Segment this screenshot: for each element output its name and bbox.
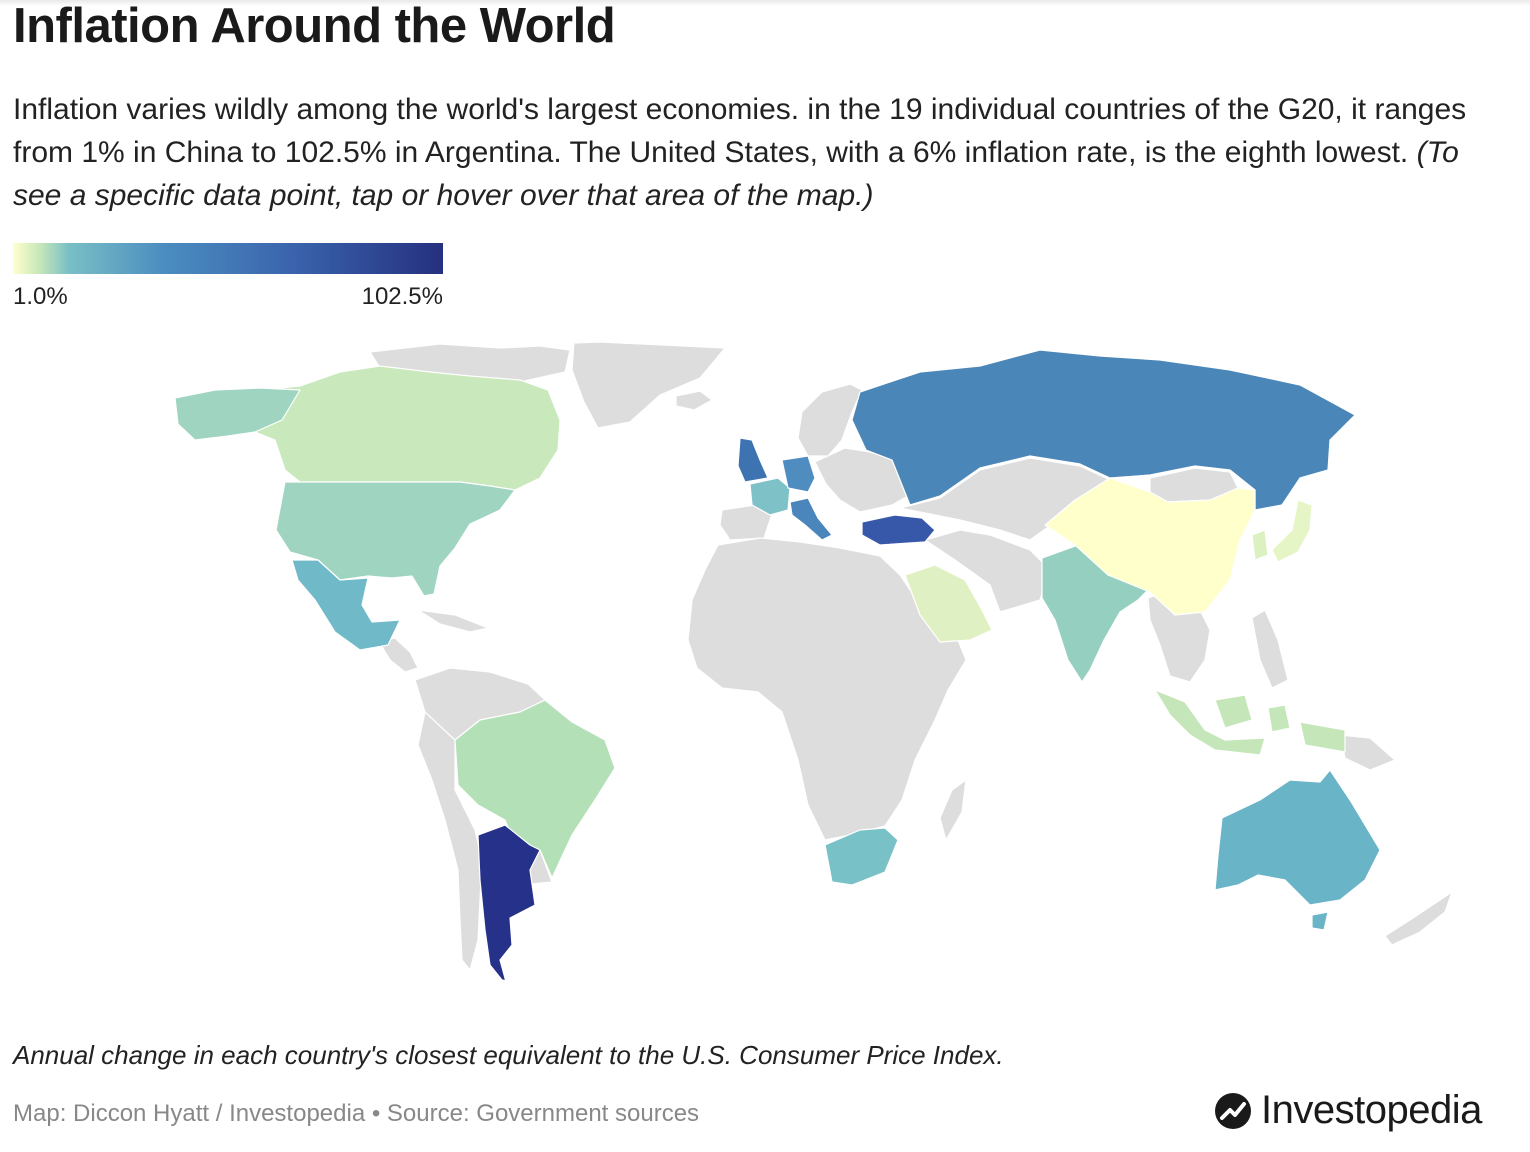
country-usa-alaska[interactable] <box>174 387 301 441</box>
greenland[interactable] <box>571 341 726 429</box>
map-caption: Annual change in each country's closest … <box>13 1040 1004 1070</box>
country-saudi-arabia[interactable] <box>904 564 993 643</box>
country-turkey[interactable] <box>861 514 936 546</box>
country-south-korea[interactable] <box>1251 529 1269 561</box>
caribbean[interactable] <box>417 609 489 633</box>
legend-min-label: 1.0% <box>13 283 68 310</box>
investopedia-logo: Investopedia <box>1213 1088 1482 1133</box>
country-australia[interactable] <box>1214 769 1381 906</box>
legend-gradient-bar <box>13 243 443 274</box>
africa[interactable] <box>687 537 967 841</box>
top-shade <box>0 0 1530 6</box>
madagascar[interactable] <box>939 779 967 841</box>
central-america[interactable] <box>377 637 419 673</box>
new-zealand[interactable] <box>1384 891 1453 946</box>
country-argentina[interactable] <box>477 824 541 985</box>
world-map <box>174 341 1453 985</box>
philippines[interactable] <box>1251 609 1289 689</box>
eastern-europe[interactable] <box>814 447 916 513</box>
subtitle-note: (To see a specific data point, tap or ho… <box>13 136 1459 212</box>
country-japan[interactable] <box>1271 499 1313 563</box>
country-mexico[interactable] <box>291 559 401 651</box>
country-australia-tasmania <box>1311 911 1329 931</box>
iceland[interactable] <box>675 390 713 411</box>
western-south-america[interactable] <box>417 711 483 971</box>
country-indonesia[interactable] <box>1154 689 1346 756</box>
chart-title: Inflation Around the World <box>13 0 616 53</box>
investopedia-logo-icon <box>1215 1092 1251 1129</box>
country-china[interactable] <box>1044 477 1256 616</box>
logo-text: Investopedia <box>1261 1088 1482 1132</box>
subtitle-main: Inflation varies wildly among the world'… <box>13 93 1467 169</box>
country-germany[interactable] <box>781 455 816 493</box>
color-legend: 1.0% 102.5% <box>13 243 443 310</box>
country-brazil[interactable] <box>454 699 616 879</box>
country-italy[interactable] <box>789 497 833 541</box>
legend-max-label: 102.5% <box>361 283 443 310</box>
country-uk[interactable] <box>737 437 769 483</box>
papua[interactable] <box>1339 734 1396 771</box>
country-south-africa[interactable] <box>824 827 899 886</box>
map-credit: Map: Diccon Hyatt / Investopedia • Sourc… <box>13 1100 700 1127</box>
country-france[interactable] <box>749 477 791 516</box>
chart-subtitle: Inflation varies wildly among the world'… <box>13 88 1513 217</box>
